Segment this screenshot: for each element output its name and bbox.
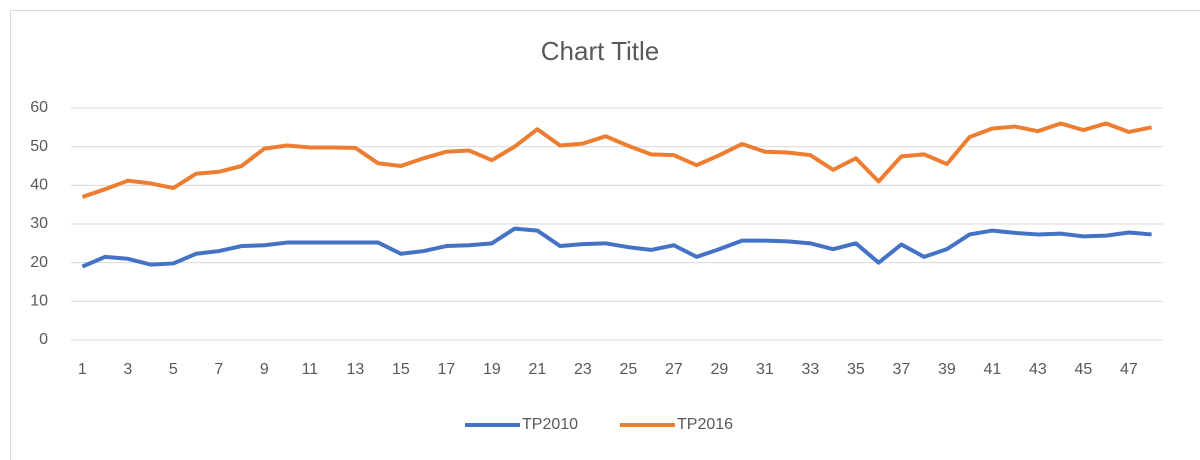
x-tick-label: 31 <box>756 361 774 378</box>
x-tick-label: 39 <box>938 361 956 378</box>
x-tick-label: 25 <box>619 361 637 378</box>
series-line <box>81 121 1153 199</box>
y-tick-label: 20 <box>30 254 48 271</box>
chart-title: Chart Title <box>541 36 660 66</box>
y-tick-label: 40 <box>30 177 48 194</box>
x-tick-label: 41 <box>983 361 1001 378</box>
chart-border <box>10 10 1200 460</box>
x-tick-label: 43 <box>1029 361 1047 378</box>
y-tick-label: 60 <box>30 99 48 116</box>
x-tick-label: 7 <box>214 361 223 378</box>
x-tick-label: 13 <box>346 361 364 378</box>
y-tick-label: 0 <box>39 331 48 348</box>
x-tick-label: 35 <box>847 361 865 378</box>
series-line <box>81 226 1152 269</box>
x-tick-label: 15 <box>392 361 410 378</box>
x-tick-label: 17 <box>437 361 455 378</box>
x-tick-label: 33 <box>801 361 819 378</box>
x-tick-label: 11 <box>302 361 319 378</box>
x-tick-label: 37 <box>892 361 910 378</box>
x-tick-label: 19 <box>483 361 501 378</box>
x-tick-label: 9 <box>260 361 269 378</box>
x-tick-label: 45 <box>1074 361 1092 378</box>
x-tick-label: 47 <box>1120 361 1138 378</box>
legend-label: TP2010 <box>522 416 578 433</box>
y-tick-label: 10 <box>30 293 48 310</box>
x-tick-label: 29 <box>710 361 728 378</box>
x-tick-label: 5 <box>169 361 178 378</box>
x-tick-label: 21 <box>528 361 546 378</box>
legend-label: TP2016 <box>677 416 733 433</box>
x-tick-label: 3 <box>123 361 132 378</box>
y-tick-label: 50 <box>30 138 48 155</box>
x-tick-label: 27 <box>665 361 683 378</box>
x-tick-label: 23 <box>574 361 592 378</box>
x-tick-label: 1 <box>78 361 87 378</box>
y-tick-label: 30 <box>30 215 48 232</box>
